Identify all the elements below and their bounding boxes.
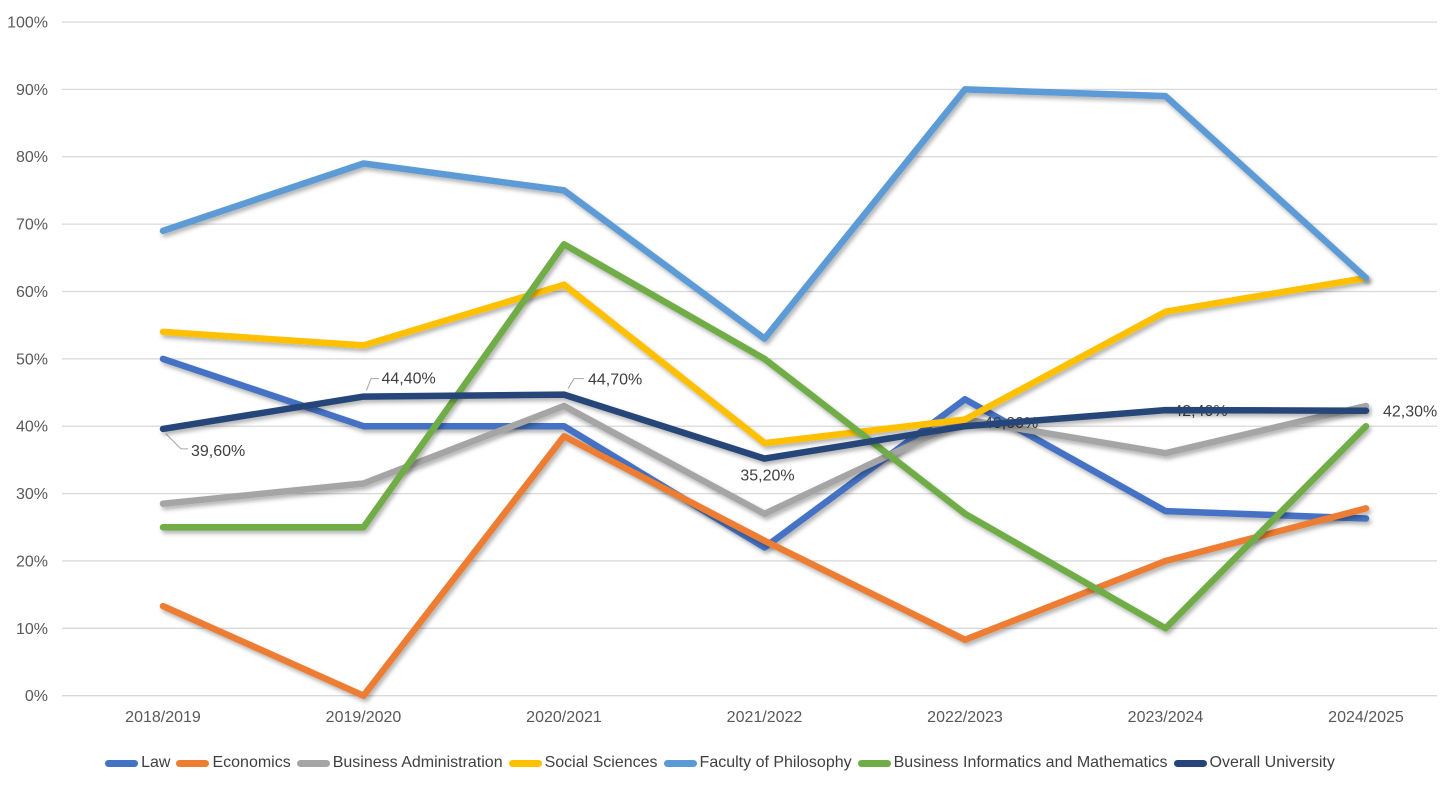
x-axis-category: 2023/2024 xyxy=(1128,709,1204,726)
data-label: 39,60% xyxy=(191,443,245,460)
x-axis-category: 2024/2025 xyxy=(1328,709,1404,726)
legend-label: Faculty of Philosophy xyxy=(699,754,852,771)
legend-item-overall-university: Overall University xyxy=(1173,754,1335,772)
legend-marker-icon xyxy=(176,759,210,767)
data-label: 42,30% xyxy=(1383,404,1437,421)
data-label-leader xyxy=(567,378,584,389)
legend-item-economics: Economics xyxy=(176,754,291,772)
legend-marker-icon xyxy=(296,759,330,767)
y-axis-tick: 40% xyxy=(16,419,48,436)
x-axis: 2018/2019 2019/2020 2020/2021 2021/2022 2022… xyxy=(125,709,1404,726)
y-axis-tick: 20% xyxy=(16,553,48,570)
legend-marker-icon xyxy=(105,759,139,767)
y-axis-tick: 90% xyxy=(16,82,48,99)
y-axis-tick: 60% xyxy=(16,284,48,301)
legend-label: Business Informatics and Mathematics xyxy=(893,754,1168,771)
data-label: 35,20% xyxy=(740,468,794,485)
legend-label: Business Administration xyxy=(332,754,503,771)
x-axis-category: 2020/2021 xyxy=(526,709,602,726)
y-axis-tick: 10% xyxy=(16,621,48,638)
series-line-economics xyxy=(159,433,1370,699)
legend-marker-icon xyxy=(1173,759,1207,767)
y-axis-tick: 80% xyxy=(16,149,48,166)
series-line-social-sciences xyxy=(159,274,1370,447)
data-label: 44,40% xyxy=(382,371,436,388)
y-axis-tick: 0% xyxy=(25,688,48,705)
series-line-business-informatics-and-mathematics xyxy=(159,241,1370,632)
series-line-overall-university xyxy=(159,391,1370,462)
legend-marker-icon xyxy=(508,759,542,767)
y-axis-tick: 100% xyxy=(7,15,48,32)
data-label-leader xyxy=(366,378,379,391)
data-label: 44,70% xyxy=(588,372,642,389)
x-axis-category: 2018/2019 xyxy=(125,709,201,726)
series-line-business-administration xyxy=(159,402,1370,518)
legend-item-social-sciences: Social Sciences xyxy=(508,754,658,772)
data-label-leader xyxy=(165,433,188,450)
legend-item-law: Law xyxy=(105,754,170,772)
x-axis-category: 2021/2022 xyxy=(727,709,803,726)
plot-area: 0% 10% 20% 30% 40% 50% 60% 70% 80% 90% 100% 2018/20… xyxy=(7,15,1437,727)
legend-item-faculty-of-philosophy: Faculty of Philosophy xyxy=(663,754,852,772)
y-axis-tick: 30% xyxy=(16,486,48,503)
x-axis-category: 2022/2023 xyxy=(927,709,1003,726)
legend-label: Overall University xyxy=(1209,754,1335,771)
y-axis-tick: 70% xyxy=(16,217,48,234)
series-line-faculty-of-philosophy xyxy=(159,86,1370,342)
y-axis: 0% 10% 20% 30% 40% 50% 60% 70% 80% 90% 100% xyxy=(7,15,48,706)
legend: Law Economics Business Administration Socia… xyxy=(0,748,1440,778)
legend-label: Law xyxy=(141,754,171,771)
legend-label: Social Sciences xyxy=(544,754,658,771)
y-axis-tick: 50% xyxy=(16,351,48,368)
legend-item-business-informatics-and-mathematics: Business Informatics and Mathematics xyxy=(857,754,1168,772)
x-axis-category: 2019/2020 xyxy=(326,709,402,726)
legend-item-business-administration: Business Administration xyxy=(296,754,503,772)
legend-label: Economics xyxy=(212,754,291,771)
legend-marker-icon xyxy=(663,759,697,767)
gridlines xyxy=(62,21,1437,697)
series-line-law xyxy=(159,355,1370,551)
legend-marker-icon xyxy=(857,759,891,767)
